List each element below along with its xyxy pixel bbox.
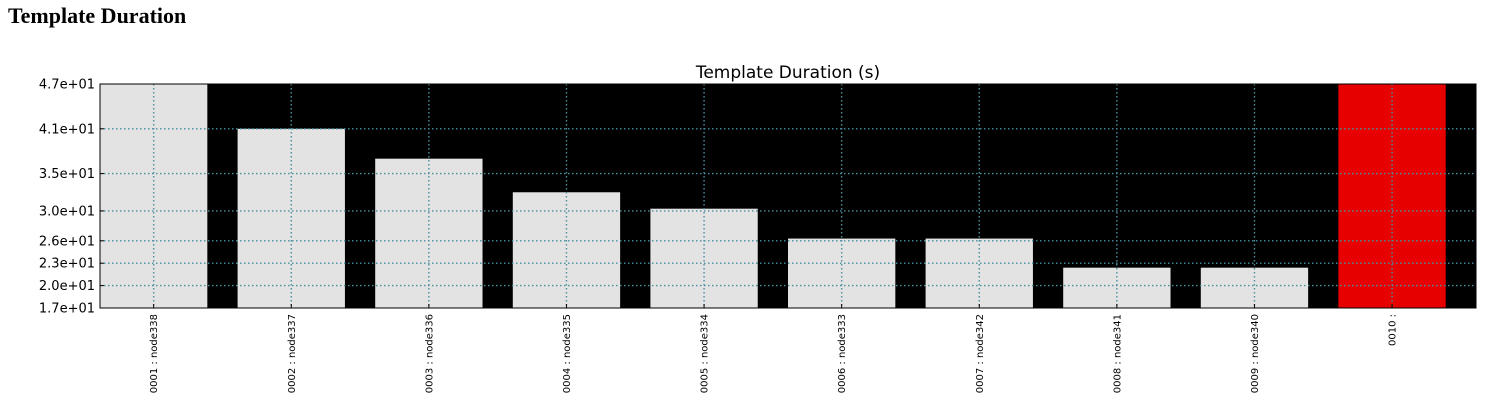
bar: [1063, 267, 1171, 308]
plot-frame: [99, 83, 1477, 309]
x-tick-label: 0010 :: [1388, 314, 1399, 346]
y-tick-label: 2.3e+01: [39, 257, 95, 272]
bar: [1200, 267, 1309, 308]
x-tick-label: 0004 : node335: [562, 314, 573, 393]
x-tick-label: 0002 : node337: [287, 314, 298, 393]
y-tick-label: 4.1e+01: [39, 122, 95, 137]
y-tick-label: 2.0e+01: [39, 279, 95, 294]
x-tick-label: 0003 : node336: [424, 314, 435, 393]
x-tick-label: 0005 : node334: [700, 314, 711, 393]
x-tick-label: 0001 : node338: [149, 314, 160, 393]
page-title: Template Duration: [8, 3, 187, 28]
y-tick-label: 2.6e+01: [39, 234, 95, 249]
bar: [237, 128, 345, 308]
y-tick-label: 3.0e+01: [39, 204, 95, 219]
bar: [512, 192, 621, 308]
y-tick-label: 1.7e+01: [39, 302, 95, 317]
y-tick-label: 4.7e+01: [39, 78, 95, 93]
chart-title: Template Duration (s): [695, 63, 880, 83]
x-tick-label: 0008 : node341: [1112, 314, 1123, 393]
y-tick-label: 3.5e+01: [39, 167, 95, 182]
x-tick-label: 0007 : node342: [975, 314, 986, 393]
x-tick-label: 0009 : node340: [1250, 314, 1261, 393]
x-tick-label: 0006 : node333: [837, 314, 848, 393]
